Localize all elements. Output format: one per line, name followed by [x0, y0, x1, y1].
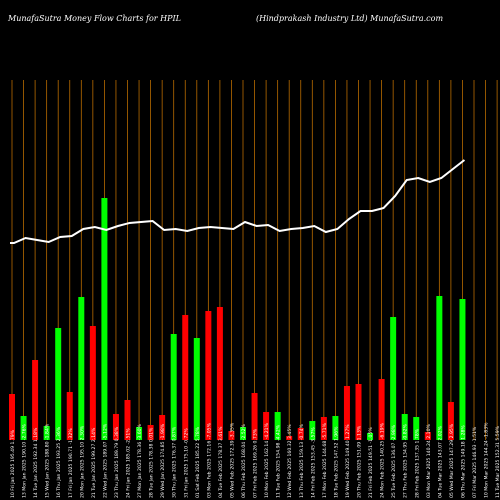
money-flow-bar — [170, 334, 177, 440]
money-flow-bar — [378, 379, 385, 440]
money-flow-bar — [205, 311, 212, 440]
money-flow-bar — [401, 414, 408, 440]
x-tick-label: 18 Tue Feb 2025 147.52 1.96% — [333, 426, 339, 498]
x-tick-label: 28 Fri Feb 2025 137.35 1.78% — [414, 428, 420, 498]
x-tick-label: 11 Tue Mar 2025 152.31 5.59% — [495, 425, 500, 498]
x-tick-label: 31 Fri Jan 2025 175.10 -0.72% — [183, 428, 189, 498]
x-tick-label: 28 Tue Jan 2025 178.38 0.01% — [149, 427, 155, 498]
money-flow-bar — [424, 432, 431, 440]
x-tick-label: 14 Fri Feb 2025 153.45 -3.57% — [310, 427, 316, 498]
x-tick-label: 20 Mon Jan 2025 195.10 2.30% — [79, 425, 85, 498]
money-flow-bar — [112, 414, 119, 440]
x-tick-label: 06 Thu Feb 2025 168.04 -2.52% — [241, 423, 247, 498]
x-tick-label: 24 Fri Jan 2025 185.02 -2.51% — [126, 428, 132, 498]
x-tick-label: 16 Thu Jan 2025 193.25 2.36% — [56, 426, 62, 498]
money-flow-bar — [147, 425, 154, 440]
money-flow-bar — [20, 416, 27, 440]
x-tick-label: 07 Fri Mar 2025 146.93 -1.51% — [472, 426, 478, 498]
x-tick-label: 03 Mon Mar 2025 140.24 2.10% — [426, 424, 432, 498]
money-flow-bar — [286, 436, 293, 440]
x-tick-label: 27 Mon Jan 2025 178.36 -3.60% — [137, 423, 143, 498]
x-tick-label: 10 Fri Jan 2025 195.49 1.79% — [10, 429, 16, 498]
money-flow-bar — [136, 427, 143, 440]
x-tick-label: 01 Sat Feb 2025 185.22 5.78% — [195, 426, 201, 498]
money-flow-bar — [297, 428, 304, 440]
money-flow-bar — [101, 198, 108, 440]
money-flow-bar — [459, 299, 466, 440]
money-flow-bar — [43, 426, 50, 440]
x-tick-label: 13 Mon Jan 2025 190.10 -2.76% — [22, 423, 28, 498]
x-tick-label: 05 Wed Mar 2025 147.29 2.95% — [449, 423, 455, 498]
x-tick-label: 19 Wed Feb 2025 149.40 1.27% — [345, 424, 351, 498]
x-tick-label: 30 Thu Jan 2025 176.37 0.87% — [172, 426, 178, 498]
money-flow-bar — [182, 315, 189, 440]
x-tick-label: 14 Tue Jan 2025 192.34 1.18% — [33, 427, 39, 498]
money-flow-bar — [89, 326, 96, 440]
money-flow-bar — [355, 384, 362, 440]
x-tick-label: 24 Mon Feb 2025 140.25 -6.19% — [380, 422, 386, 498]
money-flow-bar — [390, 317, 397, 440]
money-flow-bar — [367, 433, 374, 440]
x-tick-label: 05 Wed Feb 2025 172.39 -3.35% — [229, 422, 235, 498]
x-tick-label: 22 Wed Jan 2025 189.07 -5.12% — [102, 423, 108, 498]
x-tick-label: 25 Tue Feb 2025 136.07 -2.98% — [391, 424, 397, 498]
money-flow-bar — [159, 415, 166, 440]
x-tick-label: 04 Tue Feb 2025 178.37 3.61% — [218, 426, 224, 498]
money-flow-bar — [436, 296, 443, 440]
money-flow-bar — [413, 417, 420, 440]
money-flow-bar — [55, 328, 62, 440]
money-flow-bar — [228, 431, 235, 440]
money-flow-bar — [343, 386, 350, 440]
money-flow-bar — [274, 412, 281, 440]
money-flow-bar — [9, 394, 15, 440]
x-tick-label: 03 Mon Feb 2025 172.16 -7.05% — [206, 422, 212, 498]
x-tick-label: 10 Mon Feb 2025 162.14 -4.21% — [264, 422, 270, 498]
money-flow-bar — [309, 421, 316, 440]
price-line — [10, 159, 466, 244]
x-tick-label: 15 Wed Jan 2025 188.80 -1.84% — [45, 423, 51, 498]
money-flow-bar — [66, 392, 73, 440]
x-tick-label: 10 Mon Mar 2025 144.24 -1.83% — [484, 422, 490, 498]
x-tick-label: 21 Fri Feb 2025 149.51 -1.05% — [368, 427, 374, 498]
chart-title-left: MunafaSutra Money Flow Charts for HPIL — [8, 14, 181, 23]
x-tick-label: 04 Tue Mar 2025 143.07 2.02% — [437, 425, 443, 498]
money-flow-bar — [263, 412, 270, 440]
money-flow-bar — [78, 297, 85, 440]
money-flow-bar — [32, 360, 39, 440]
x-tick-label: 21 Tue Jan 2025 199.27 2.14% — [91, 427, 97, 498]
x-tick-label: 17 Fri Jan 2025 190.71 -1.32% — [68, 428, 74, 498]
x-tick-label: 20 Thu Feb 2025 151.09 1.13% — [357, 425, 363, 498]
x-tick-label: 11 Tue Feb 2025 154.98 -4.42% — [276, 424, 282, 498]
money-flow-bar — [240, 427, 246, 440]
x-tick-label: 06 Thu Mar 2025 149.18 1.28% — [460, 425, 466, 498]
money-flow-bar — [332, 416, 339, 440]
money-flow-bar — [251, 393, 258, 440]
x-tick-label: 12 Wed Feb 2025 160.32 3.45% — [287, 424, 293, 498]
money-flow-bar — [447, 402, 454, 440]
x-tick-label: 23 Thu Jan 2025 189.79 0.38% — [114, 426, 120, 498]
chart-title-right: (Hindprakash Industry Ltd) MunafaSutra.c… — [256, 14, 444, 23]
money-flow-bar — [193, 338, 200, 440]
money-flow-bar — [216, 307, 223, 440]
x-tick-label: 07 Fri Feb 2025 169.26 0.73% — [253, 428, 259, 498]
x-tick-label: 29 Wed Jan 2025 174.85 -1.98% — [160, 423, 166, 498]
money-flow-bar — [124, 400, 131, 440]
x-tick-label: 27 Thu Feb 2025 134.95 -0.82% — [403, 423, 409, 498]
x-tick-label: 17 Mon Feb 2025 144.68 -5.71% — [322, 422, 328, 498]
money-flow-bar — [320, 417, 327, 440]
x-tick-label: 13 Thu Feb 2025 159.13 -0.74% — [299, 423, 305, 498]
